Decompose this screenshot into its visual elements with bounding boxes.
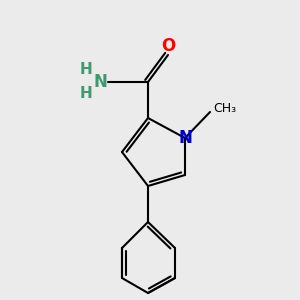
Text: O: O [161, 37, 175, 55]
Text: N: N [93, 73, 107, 91]
Text: H: H [80, 62, 92, 77]
Text: CH₃: CH₃ [213, 101, 236, 115]
Text: N: N [178, 129, 192, 147]
Text: H: H [80, 86, 92, 101]
